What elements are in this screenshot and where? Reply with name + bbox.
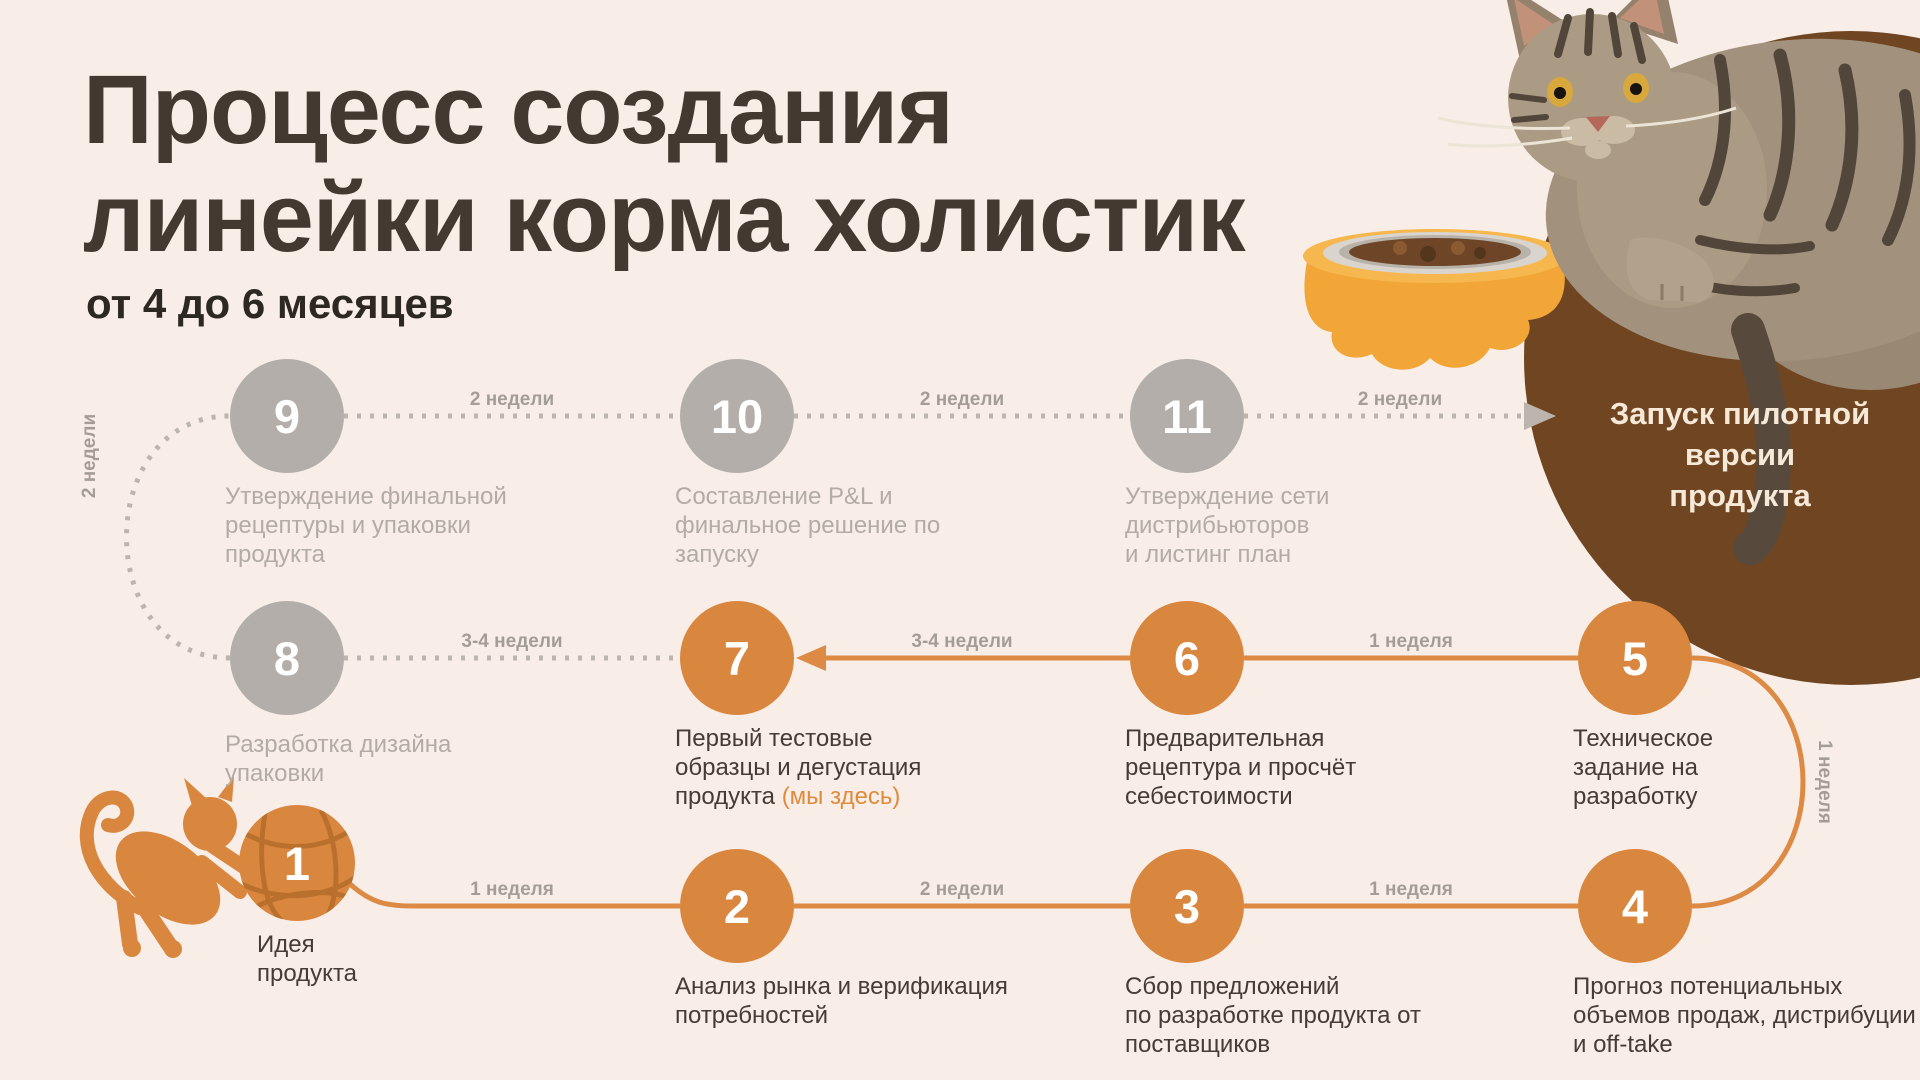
step-label-line: потребностей [675, 1002, 829, 1029]
step-label-line: финальное решение по [675, 512, 941, 539]
step-circle-6: 6 [1130, 601, 1244, 715]
duration-label-d3-4: 1 неделя [1369, 879, 1453, 900]
step-label-line: Первый тестовые [675, 725, 873, 752]
step-label-line: себестоимости [1125, 783, 1293, 810]
duration-label-d7-8: 3-4 недели [461, 631, 563, 652]
step-label-line: Прогноз потенциальных [1573, 973, 1843, 1000]
step-label-2: Анализ рынка и верификация потребностей [675, 972, 1008, 1030]
duration-label-d5-6: 1 неделя [1369, 631, 1453, 652]
step-number: 7 [723, 631, 751, 685]
step-label-line: Утверждение финальной [225, 483, 507, 510]
launch-label-line2: продукта [1669, 478, 1811, 513]
step-label-1: Идея продукта [257, 930, 357, 988]
cat-nose [1586, 116, 1610, 132]
step-label-line: разработку [1573, 783, 1698, 810]
step-label-line: дистрибьюторов [1125, 512, 1310, 539]
step-number: 4 [1621, 879, 1649, 933]
arrowhead-into-7 [796, 645, 826, 671]
step-label-last-line-prefix: продукта [675, 783, 782, 810]
step-number: 10 [710, 389, 764, 443]
step-label-line: рецептуры и упаковки [225, 512, 471, 539]
step-label-line: задание на [1573, 754, 1698, 781]
step-label-line: Разработка дизайна [225, 731, 452, 758]
step-label-10: Составление P&L и финальное решение по зап… [675, 482, 940, 569]
step-label-line: Сбор предложений [1125, 973, 1340, 1000]
step-circle-4: 4 [1578, 849, 1692, 963]
step-number: 1 [283, 836, 311, 890]
step-label-line: и листинг план [1125, 541, 1292, 568]
step-number: 3 [1173, 879, 1201, 933]
step-label-8: Разработка дизайна упаковки [225, 730, 451, 788]
step-label-line: Утверждение сети [1125, 483, 1330, 510]
step-label-line: продукта [257, 960, 358, 987]
cat-whiskers [1437, 106, 1737, 148]
step-label-line: Идея [257, 931, 315, 958]
cat-head [1508, 14, 1676, 182]
arrowhead-into-launch [1524, 402, 1556, 430]
step-label-line: объемов продаж, дистрибуции [1573, 1002, 1916, 1029]
step-label-7: Первый тестовые образцы и дегустация проду… [675, 724, 921, 811]
page-title-line2: линейки корма холистик [83, 163, 1246, 272]
playing-cat-illustration [79, 776, 252, 958]
step-label-line: рецептура и просчёт [1125, 754, 1357, 781]
duration-label-d1-2: 1 неделя [470, 879, 554, 900]
launch-label-line1: Запуск пилотной версии [1609, 396, 1871, 472]
step-circle-2: 2 [680, 849, 794, 963]
step-label-line: и off-take [1573, 1031, 1673, 1058]
we-are-here-marker: (мы здесь) [781, 783, 901, 810]
duration-label-d10-11: 2 недели [919, 389, 1005, 410]
step-number: 8 [273, 631, 301, 685]
step-label-line: Составление P&L и [675, 483, 893, 510]
step-label-9: Утверждение финальной рецептуры и упаковк… [225, 482, 507, 569]
step-number: 9 [273, 389, 301, 443]
page-title-line1: Процесс создания [83, 55, 954, 164]
step-label-5: Техническое задание на разработку [1573, 724, 1713, 811]
step-label-line: продукта (мы здесь) [675, 782, 921, 811]
step-label-4: Прогноз потенциальных объемов продаж, дис… [1573, 972, 1916, 1059]
step-label-line: продукта [225, 541, 326, 568]
step-label-11: Утверждение сети дистрибьюторов и листинг … [1125, 482, 1329, 569]
step-circle-8: 8 [230, 601, 344, 715]
duration-label-d6-7: 3-4 недели [911, 631, 1013, 652]
step-label-line: поставщиков [1125, 1031, 1271, 1058]
step-label-3: Сбор предложений по разработке продукта о… [1125, 972, 1421, 1059]
food-bowl-photo [1303, 229, 1567, 370]
step-label-line: Предварительная [1125, 725, 1325, 752]
step-label-line: запуску [675, 541, 759, 568]
step-circle-9: 9 [230, 359, 344, 473]
step-label-6: Предварительная рецептура и просчёт себест… [1125, 724, 1356, 811]
step-circle-5: 5 [1578, 601, 1692, 715]
duration-label-d9-10: 2 недели [469, 389, 555, 410]
step-circle-11: 11 [1130, 359, 1244, 473]
step-label-line: по разработке продукта от [1125, 1002, 1421, 1029]
step-circle-7: 7 [680, 601, 794, 715]
step-number: 6 [1173, 631, 1201, 685]
step-number: 2 [723, 879, 751, 933]
duration-label-d4-5: 1 неделя [1814, 740, 1835, 824]
launch-label: Запуск пилотной версии продукта [1555, 393, 1920, 516]
step-label-line: Анализ рынка и верификация [675, 973, 1008, 1000]
duration-label-d8-9: 2 недели [79, 413, 100, 499]
connector-8-9-arc [124, 413, 231, 661]
step-number: 5 [1621, 631, 1649, 685]
step-label-line: упаковки [225, 760, 325, 787]
step-circle-10: 10 [680, 359, 794, 473]
step-label-line: Техническое [1573, 725, 1714, 752]
step-label-line: образцы и дегустация [675, 754, 922, 781]
page-subtitle: от 4 до 6 месяцев [86, 280, 454, 327]
cat-paw [1626, 237, 1714, 302]
launch-circle [1524, 31, 1920, 685]
step-circle-1: 1 [240, 806, 354, 920]
duration-label-d11-launch: 2 недели [1357, 389, 1443, 410]
step-circle-3: 3 [1130, 849, 1244, 963]
duration-label-d2-3: 2 недели [919, 879, 1005, 900]
step-number: 11 [1162, 389, 1212, 443]
